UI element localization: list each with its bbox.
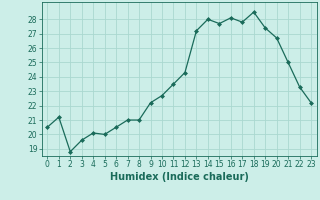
X-axis label: Humidex (Indice chaleur): Humidex (Indice chaleur) [110,172,249,182]
